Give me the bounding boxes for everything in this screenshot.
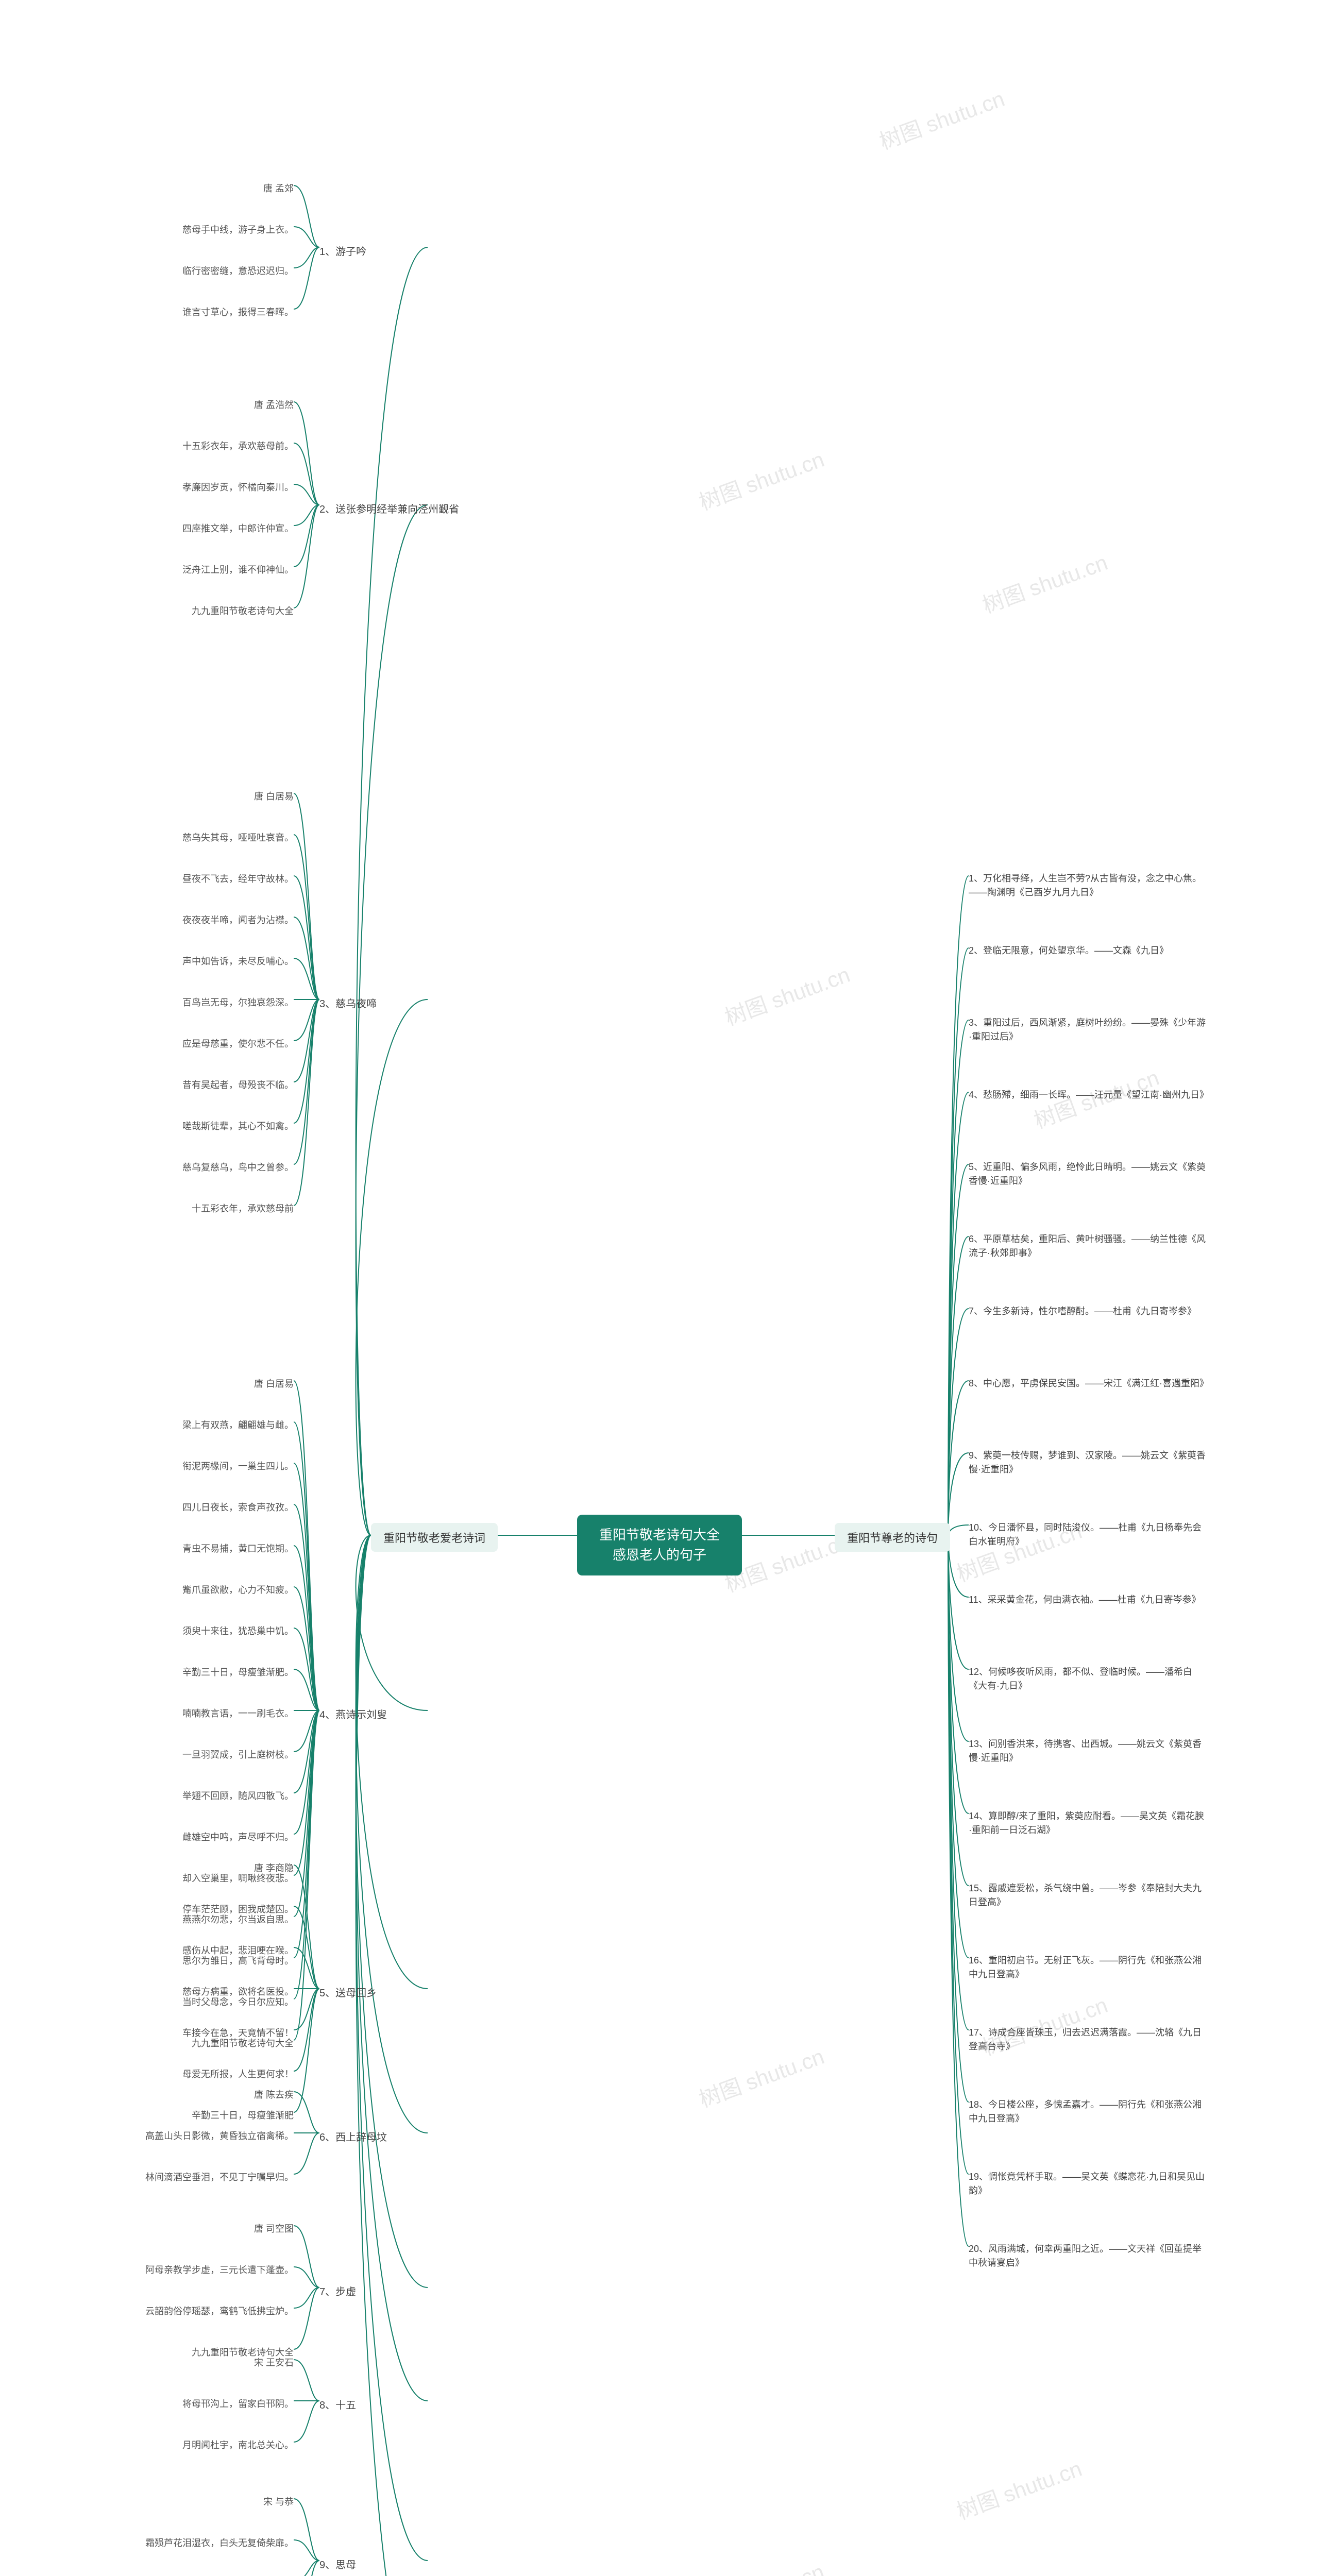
quote-item: 11、采采黄金花，何由满衣袖。——杜甫《九日寄岑参》 [969, 1590, 1201, 1610]
quote-item: 4、愁肠殢，细雨一长晖。——汪元量《望江南·幽州九日》 [969, 1085, 1206, 1105]
quote-item: 13、问别香洪来，待携客、出西城。——姚云文《紫萸香慢·近重阳》 [969, 1734, 1206, 1768]
poem-line: 梁上有双燕，翩翩雄与雌。 [182, 1416, 294, 1433]
poem-line: 慈母方病重，欲将名医投。 [182, 1982, 294, 2000]
section-label: 8、十五 [319, 2394, 356, 2415]
poem-line: 车接今在急，天竟情不留！ [182, 2024, 294, 2041]
section-label: 9、思母 [319, 2553, 356, 2574]
poem-line: 辛勤三十日，母瘦雏渐肥 [192, 2106, 294, 2124]
poem-line: 唐 白居易 [254, 1375, 294, 1392]
poem-line: 喃喃教言语，一一刷毛衣。 [182, 1704, 294, 1722]
poem-line: 感伤从中起，悲泪哽在喉。 [182, 1941, 294, 1959]
poem-line: 月明闻杜宇，南北总关心。 [182, 2436, 294, 2453]
poem-line: 青虫不易捕，黄口无饱期。 [182, 1539, 294, 1557]
poem-line: 昔有吴起者，母殁丧不临。 [182, 1076, 294, 1093]
poem-line: 云韶韵俗停瑶瑟，鸾鹤飞低拂宝炉。 [145, 2302, 294, 2319]
poem-line: 高盖山头日影微，黄昏独立宿禽稀。 [145, 2127, 294, 2144]
section-label: 2、送张参明经举兼向泾州觐省 [319, 498, 459, 519]
poem-line: 昼夜不飞去，经年守故林。 [182, 870, 294, 887]
quote-item: 5、近重阳、偏多风雨，绝怜此日晴明。——姚云文《紫萸香慢·近重阳》 [969, 1157, 1206, 1191]
poem-line: 四座推文举，中郎许仲宣。 [182, 519, 294, 537]
poem-line: 嗟哉斯徒辈，其心不如禽。 [182, 1117, 294, 1134]
quote-item: 8、中心愿，平虏保民安国。——宋江《满江红·喜遇重阳》 [969, 1374, 1206, 1394]
right-branch-label: 重阳节尊老的诗句 [847, 1532, 938, 1545]
root-node: 重阳节敬老诗句大全 感恩老人的句子 [577, 1515, 742, 1575]
poem-line: 慈乌复慈乌，鸟中之曾参。 [182, 1158, 294, 1176]
section-label: 3、慈乌夜啼 [319, 992, 377, 1013]
poem-line: 唐 孟郊 [263, 179, 294, 197]
right-branch-node: 重阳节尊老的诗句 [835, 1523, 950, 1552]
poem-line: 霜殒芦花泪湿衣，白头无复倚柴扉。 [145, 2534, 294, 2551]
poem-line: 百鸟岂无母，尔独哀怨深。 [182, 993, 294, 1011]
poem-line: 应是母慈重，使尔悲不任。 [182, 1035, 294, 1052]
quote-item: 7、今生多新诗，性尔嗜醇酎。——杜甫《九日寄岑参》 [969, 1301, 1196, 1321]
quote-item: 19、惆怅竟凭杯手取。——吴文英《蝶恋花·九日和吴见山韵》 [969, 2167, 1206, 2201]
poem-line: 唐 孟浩然 [254, 396, 294, 413]
section-label: 5、送母回乡 [319, 1981, 377, 2003]
poem-line: 将母邗沟上，留家白邗阴。 [182, 2395, 294, 2412]
left-branch-label: 重阳节敬老爱老诗词 [383, 1532, 485, 1545]
root-title: 重阳节敬老诗句大全 感恩老人的句子 [599, 1527, 720, 1563]
poem-line: 孝廉因岁贡，怀橘向秦川。 [182, 478, 294, 496]
poem-line: 九九重阳节敬老诗句大全 [192, 602, 294, 619]
poem-line: 唐 司空图 [254, 2219, 294, 2237]
quote-item: 16、重阳初启节。无射正飞灰。——阴行先《和张燕公湘中九日登高》 [969, 1951, 1206, 1985]
poem-line: 夜夜夜半啼，闻者为沾襟。 [182, 911, 294, 928]
poem-line: 唐 白居易 [254, 787, 294, 805]
poem-line: 唐 李商隐 [254, 1859, 294, 1876]
section-label: 1、游子吟 [319, 240, 366, 261]
poem-line: 衔泥两椽间，一巢生四儿。 [182, 1457, 294, 1475]
quote-item: 20、风雨满城，何幸两重阳之近。——文天祥《回董提举中秋请宴启》 [969, 2239, 1206, 2273]
quote-item: 10、今日潘怀县，同时陆浚仪。——杜甫《九日杨奉先会白水崔明府》 [969, 1518, 1206, 1552]
poem-line: 临行密密缝，意恐迟迟归。 [182, 262, 294, 279]
section-label: 6、西上辞母坟 [319, 2126, 387, 2147]
poem-line: 谁言寸草心，报得三春晖。 [182, 303, 294, 320]
quote-item: 17、诗成合座皆珠玉，归去迟迟满落霞。——沈辂《九日登高台寺》 [969, 2023, 1206, 2057]
poem-line: 十五彩衣年，承欢慈母前。 [182, 437, 294, 454]
quote-item: 15、露戚遮爱松，杀气绕中曾。——岑参《奉陪封大夫九日登高》 [969, 1878, 1206, 1912]
section-label: 7、步虚 [319, 2280, 356, 2301]
quote-item: 2、登临无限意，何处望京华。——文森《九日》 [969, 941, 1169, 961]
poem-line: 停车茫茫顾，困我成楚囚。 [182, 1900, 294, 1918]
poem-line: 一旦羽翼成，引上庭树枝。 [182, 1745, 294, 1763]
quote-item: 14、算即醇/来了重阳，紫萸应耐看。——吴文英《霜花腴·重阳前一日泛石湖》 [969, 1806, 1206, 1840]
quote-item: 12、何候哆夜听风雨，都不似、登临时候。——潘希白《大有·九日》 [969, 1662, 1206, 1696]
quote-item: 18、今日楼公座，多愧孟嘉才。——阴行先《和张燕公湘中九日登高》 [969, 2095, 1206, 2129]
poem-line: 四儿日夜长，索食声孜孜。 [182, 1498, 294, 1516]
poem-line: 宋 与恭 [263, 2493, 294, 2510]
poem-line: 雌雄空中鸣，声尽呼不归。 [182, 1828, 294, 1845]
poem-line: 母爱无所报，人生更何求！ [182, 2065, 294, 2082]
poem-line: 慈乌失其母，哑哑吐哀音。 [182, 828, 294, 846]
poem-line: 觜爪虽欲敝，心力不知疲。 [182, 1581, 294, 1598]
poem-line: 须臾十来往，犹恐巢中饥。 [182, 1622, 294, 1639]
poem-line: 辛勤三十日，母瘦雏渐肥。 [182, 1663, 294, 1681]
mindmap-container: 重阳节敬老诗句大全 感恩老人的句子 重阳节敬老爱老诗词 重阳节尊老的诗句 1、游… [0, 0, 1319, 2576]
quote-item: 3、重阳过后，西风渐紧，庭树叶纷纷。——晏殊《少年游·重阳过后》 [969, 1013, 1206, 1047]
poem-line: 宋 王安石 [254, 2353, 294, 2371]
poem-line: 十五彩衣年，承欢慈母前 [192, 1199, 294, 1217]
poem-line: 阿母亲教学步虚，三元长遣下蓬壶。 [145, 2261, 294, 2278]
left-branch-node: 重阳节敬老爱老诗词 [371, 1523, 498, 1552]
poem-line: 慈母手中线，游子身上衣。 [182, 221, 294, 238]
quote-item: 9、紫萸一枝传赐，梦谁到、汉家陵。——姚云文《紫萸香慢·近重阳》 [969, 1446, 1206, 1480]
poem-line: 举翅不回顾，随风四散飞。 [182, 1787, 294, 1804]
poem-line: 林间滴酒空垂泪，不见丁宁嘱早归。 [145, 2168, 294, 2185]
quote-item: 6、平原草枯矣，重阳后、黄叶树骚骚。——纳兰性德《风流子·秋郊即事》 [969, 1229, 1206, 1263]
section-label: 4、燕诗示刘叟 [319, 1703, 387, 1724]
quote-item: 1、万化相寻绎，人生岂不劳?从古皆有没，念之中心焦。——陶渊明《己酉岁九月九日》 [969, 869, 1206, 903]
poem-line: 声中如告诉，未尽反哺心。 [182, 952, 294, 970]
poem-line: 泛舟江上别，谁不仰神仙。 [182, 561, 294, 578]
poem-line: 唐 陈去疾 [254, 2086, 294, 2103]
